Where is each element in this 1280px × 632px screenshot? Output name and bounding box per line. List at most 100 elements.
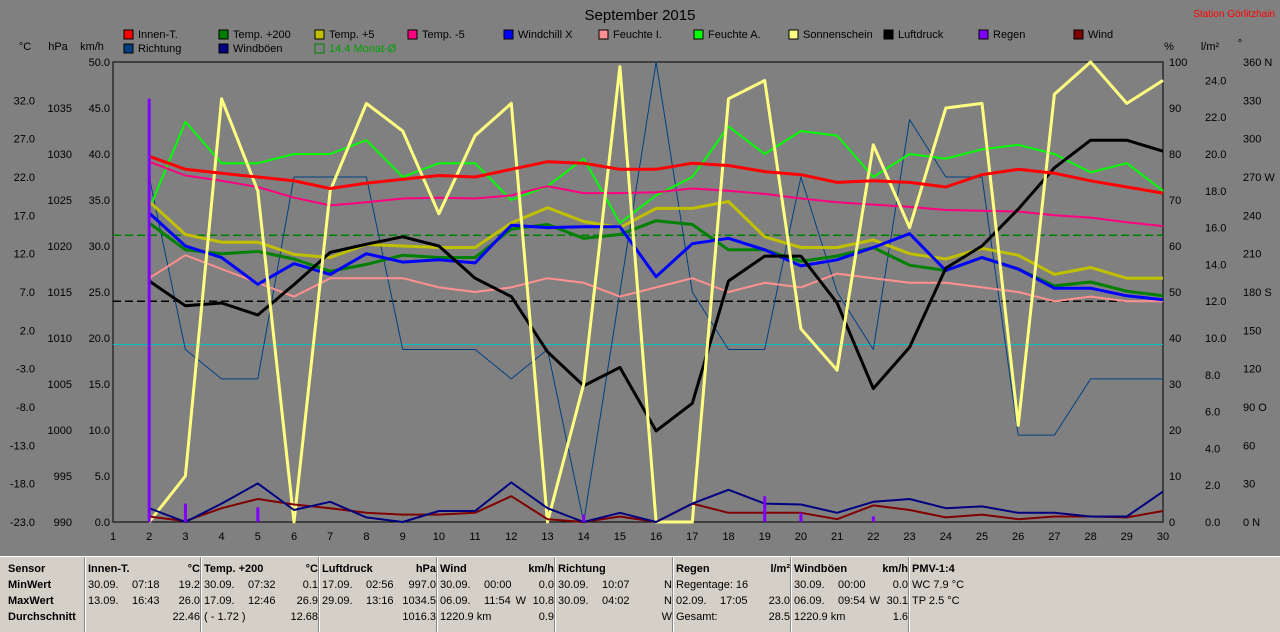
tick-hpa: 995 bbox=[54, 471, 72, 483]
stats-separator bbox=[318, 557, 320, 632]
tick-kmh: 50.0 bbox=[89, 57, 110, 69]
tick-deg: 270 W bbox=[1243, 172, 1275, 184]
stats-row: 06.09. 11:54 W 10.8 bbox=[440, 593, 554, 609]
tick-deg: 330 bbox=[1243, 95, 1261, 107]
stats-row: 17.09. 12:46 26.9 bbox=[204, 593, 318, 609]
tick-hpa: 1000 bbox=[48, 425, 72, 437]
tick-hpa: 1005 bbox=[48, 379, 72, 391]
rain-bar bbox=[871, 516, 875, 522]
stats-group: Richtung 30.09. 10:07 N 30.09. 04:02 N W bbox=[558, 561, 672, 625]
stats-value: 0.1 bbox=[302, 579, 318, 591]
tick-x: 12 bbox=[505, 531, 517, 543]
tick-x: 10 bbox=[433, 531, 445, 543]
row-label-avg: Durchschnitt bbox=[8, 611, 76, 623]
tick-hpa: 990 bbox=[54, 517, 72, 529]
stats-separator bbox=[672, 557, 674, 632]
rain-bar bbox=[183, 503, 187, 522]
stats-date: 30.09. bbox=[794, 579, 825, 591]
stats-date: 30.09. bbox=[558, 579, 589, 591]
row-label-min: MinWert bbox=[8, 579, 52, 591]
rain-bar bbox=[256, 507, 260, 522]
tick-percent: 80 bbox=[1169, 149, 1181, 161]
legend-label: Windböen bbox=[233, 43, 283, 55]
stats-date: 17.09. bbox=[204, 595, 235, 607]
tick-deg: 60 bbox=[1243, 440, 1255, 452]
legend-swatch bbox=[503, 29, 514, 40]
legend-label: Feuchte I. bbox=[613, 29, 662, 41]
tick-x: 9 bbox=[400, 531, 406, 543]
tick-deg: 120 bbox=[1243, 364, 1261, 376]
legend-swatch bbox=[314, 29, 325, 40]
tick-x: 27 bbox=[1048, 531, 1060, 543]
tick-kmh: 20.0 bbox=[89, 333, 110, 345]
stats-group-unit: l/m² bbox=[770, 563, 790, 575]
axis-unit-lm2: l/m² bbox=[1201, 41, 1220, 53]
tick-percent: 90 bbox=[1169, 103, 1181, 115]
stats-row: Regentage: 16 bbox=[676, 577, 790, 593]
stats-row: 06.09. 09:54 W 30.1 bbox=[794, 593, 908, 609]
axis-unit-kmh: km/h bbox=[80, 41, 104, 53]
legend-label: Innen-T. bbox=[138, 29, 178, 41]
stats-date: Gesamt: bbox=[676, 611, 718, 623]
stats-time: 09:54 bbox=[838, 595, 866, 607]
tick-percent: 10 bbox=[1169, 471, 1181, 483]
stats-row bbox=[912, 609, 1026, 625]
stats-group-title: Innen-T. bbox=[88, 563, 130, 575]
row-label-max: MaxWert bbox=[8, 595, 54, 607]
tick-lm2: 2.0 bbox=[1205, 480, 1220, 492]
tick-kmh: 0.0 bbox=[95, 517, 110, 529]
stats-date: 30.09. bbox=[88, 579, 119, 591]
tick-celsius: -8.0 bbox=[16, 402, 35, 414]
tick-hpa: 1035 bbox=[48, 103, 72, 115]
tick-lm2: 8.0 bbox=[1205, 370, 1220, 382]
tick-kmh: 45.0 bbox=[89, 103, 110, 115]
stats-value: 23.0 bbox=[768, 595, 790, 607]
stats-date: 17.09. bbox=[322, 579, 353, 591]
stats-group-title: Richtung bbox=[558, 563, 606, 575]
legend-label: Temp. +200 bbox=[233, 29, 291, 41]
legend-swatch bbox=[978, 29, 989, 40]
stats-value: 0.0 bbox=[538, 579, 554, 591]
tick-lm2: 0.0 bbox=[1205, 517, 1220, 529]
tick-percent: 50 bbox=[1169, 287, 1181, 299]
stats-row-labels: Sensor MinWert MaxWert Durchschnitt bbox=[8, 561, 76, 625]
stats-group: Luftdruck hPa 17.09. 02:56 997.0 29.09. 13:16 1… bbox=[322, 561, 436, 625]
series-line-feuchte-i- bbox=[148, 254, 1163, 303]
stats-value: 12.68 bbox=[290, 611, 318, 623]
stats-group-unit: °C bbox=[305, 563, 318, 575]
tick-lm2: 18.0 bbox=[1205, 186, 1226, 198]
tick-x: 22 bbox=[867, 531, 879, 543]
stats-value: 0.0 bbox=[892, 579, 908, 591]
legend-swatch bbox=[788, 29, 799, 40]
stats-row: 30.09. 00:00 0.0 bbox=[794, 577, 908, 593]
tick-deg: 360 N bbox=[1243, 57, 1272, 69]
series-line-feuchte-a- bbox=[148, 120, 1164, 224]
stats-value: 1016.3 bbox=[402, 611, 436, 623]
tick-lm2: 12.0 bbox=[1205, 296, 1226, 308]
rain-bar bbox=[763, 496, 767, 522]
stats-group-title: PMV-1:4 bbox=[912, 563, 955, 575]
chart-canvas: September 2015 Station Görlitzhain °C hPa km… bbox=[10, 7, 1275, 543]
tick-x: 11 bbox=[469, 531, 480, 543]
stats-date: 29.09. bbox=[322, 595, 353, 607]
stats-time: 07:18 bbox=[132, 579, 160, 591]
stats-dir: W bbox=[869, 595, 880, 607]
stats-row: 30.09. 00:00 0.0 bbox=[440, 577, 554, 593]
tick-x: 8 bbox=[363, 531, 369, 543]
tick-x: 7 bbox=[327, 531, 333, 543]
tick-celsius: -23.0 bbox=[10, 517, 35, 529]
tick-kmh: 35.0 bbox=[89, 195, 110, 207]
stats-date: WC 7.9 °C bbox=[912, 579, 965, 591]
stats-time: 04:02 bbox=[602, 595, 630, 607]
stats-group: Temp. +200 °C 30.09. 07:32 0.1 17.09. 12:46 26.… bbox=[204, 561, 318, 625]
tick-hpa: 1030 bbox=[48, 149, 72, 161]
tick-celsius: 12.0 bbox=[14, 249, 35, 261]
stats-date: 06.09. bbox=[440, 595, 471, 607]
stats-date: 30.09. bbox=[558, 595, 589, 607]
tick-kmh: 10.0 bbox=[89, 425, 110, 437]
stats-row: 17.09. 02:56 997.0 bbox=[322, 577, 436, 593]
tick-x: 29 bbox=[1121, 531, 1133, 543]
weather-chart: September 2015 Station Görlitzhain °C hPa km… bbox=[10, 7, 1275, 543]
stats-date: ( - 1.72 ) bbox=[204, 611, 246, 623]
stats-group: Windböen km/h 30.09. 00:00 0.0 06.09. 09:54 W 30… bbox=[794, 561, 908, 625]
